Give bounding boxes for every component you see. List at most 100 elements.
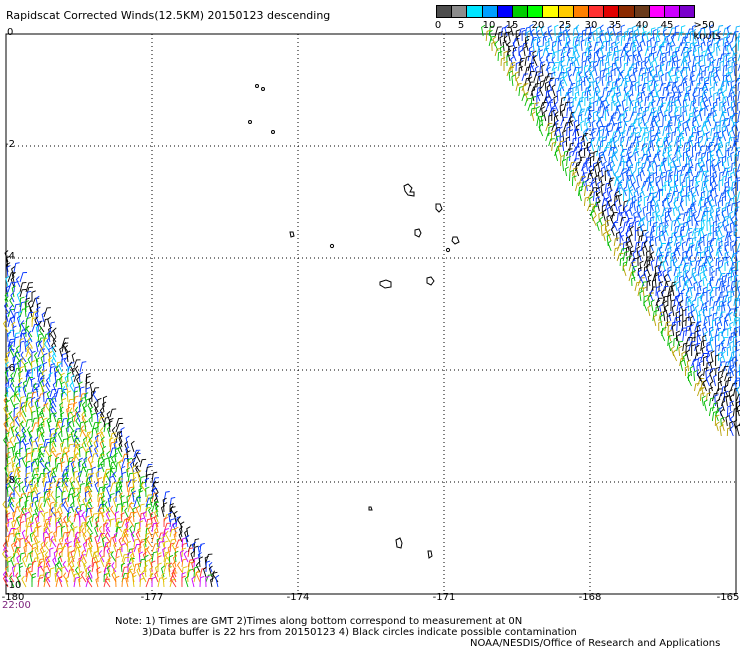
wind-barb — [125, 576, 130, 588]
wind-barb — [593, 150, 599, 162]
wind-barb — [680, 78, 688, 87]
color-scale-label: 40 — [635, 20, 649, 31]
wind-barb — [593, 51, 599, 62]
wind-barb — [724, 40, 729, 52]
wind-barb — [608, 189, 613, 202]
wind-barb — [79, 361, 87, 373]
wind-barb — [663, 309, 668, 322]
wind-barb — [116, 520, 123, 533]
wind-barb — [733, 63, 738, 77]
wind-barb — [172, 561, 177, 573]
wind-barb — [62, 560, 69, 573]
wind-barb — [659, 255, 665, 267]
wind-barb — [43, 403, 48, 412]
wind-barb — [45, 572, 51, 583]
wind-barb — [685, 305, 690, 317]
wind-barb — [29, 501, 34, 513]
wind-barb — [548, 108, 556, 117]
wind-barb — [16, 466, 21, 478]
wind-barb — [509, 62, 516, 72]
wind-barb — [594, 85, 599, 97]
wind-barb — [650, 134, 655, 147]
wind-barb — [619, 234, 625, 246]
wind-barb — [95, 516, 99, 528]
wind-barb — [701, 386, 706, 397]
wind-barb — [685, 344, 691, 357]
wind-barb — [50, 400, 57, 413]
wind-barb — [184, 529, 189, 543]
wind-barb — [731, 180, 737, 192]
wind-barb — [106, 411, 111, 423]
wind-barb — [19, 338, 24, 347]
wind-barb — [568, 73, 574, 87]
wind-barb — [726, 188, 732, 202]
wind-barb — [536, 29, 541, 42]
wind-barb — [652, 51, 657, 62]
wind-barb — [703, 315, 710, 327]
wind-barb — [542, 35, 548, 47]
wind-barb — [97, 504, 105, 513]
wind-barb — [120, 495, 125, 508]
wind-barb — [667, 149, 673, 162]
wind-barb — [671, 31, 680, 42]
wind-barb — [656, 299, 661, 312]
wind-barb — [85, 431, 92, 443]
wind-barb — [91, 412, 96, 422]
wind-barb — [704, 105, 709, 117]
wind-barb — [651, 59, 656, 72]
wind-barb — [676, 244, 681, 257]
wind-barb — [694, 330, 699, 342]
wind-barb — [575, 24, 580, 37]
wind-barb — [709, 250, 714, 262]
wind-barb — [709, 289, 714, 302]
wind-barb — [604, 169, 609, 182]
wind-barb — [697, 371, 701, 382]
wind-barb — [60, 391, 66, 403]
wind-barb — [47, 470, 52, 483]
wind-barb — [584, 86, 591, 97]
wind-barb — [623, 116, 628, 127]
wind-barb — [692, 119, 697, 132]
wind-barb — [566, 87, 574, 97]
wind-barb — [687, 190, 692, 202]
wind-barb — [77, 559, 82, 573]
wind-barb — [100, 451, 105, 463]
wind-barb — [50, 535, 57, 548]
wind-barb — [52, 327, 57, 338]
wind-barb — [644, 126, 649, 137]
wind-barb — [38, 326, 45, 338]
wind-barb — [610, 68, 615, 82]
wind-barb — [688, 231, 693, 242]
wind-barb — [727, 176, 733, 187]
wind-barb — [673, 247, 680, 257]
wind-barb — [712, 312, 718, 322]
wind-barb — [87, 432, 93, 443]
wind-barb — [551, 123, 559, 132]
wind-barb — [656, 198, 661, 212]
wind-barb — [15, 462, 21, 473]
wind-barb — [694, 215, 699, 227]
wind-barb — [563, 150, 569, 162]
wind-barb — [25, 465, 31, 478]
wind-barb — [74, 430, 81, 443]
wind-barb — [685, 176, 691, 187]
wind-barb — [584, 70, 589, 82]
wind-barb — [124, 441, 129, 453]
wind-barb — [161, 535, 166, 548]
wind-barb — [75, 452, 81, 463]
wind-barb — [715, 148, 721, 162]
wind-barb — [734, 330, 739, 342]
wind-barb — [632, 106, 638, 117]
wind-barb — [637, 199, 642, 212]
wind-barb — [69, 407, 75, 418]
wind-barb — [652, 110, 657, 122]
wind-barb — [590, 139, 595, 152]
wind-barb — [67, 487, 75, 498]
wind-barb — [677, 84, 682, 97]
wind-barb — [715, 214, 720, 227]
wind-barb — [649, 225, 657, 237]
wind-barb — [49, 476, 57, 488]
wind-barb — [565, 66, 571, 77]
wind-barb — [193, 566, 199, 578]
wind-barb — [39, 409, 45, 423]
